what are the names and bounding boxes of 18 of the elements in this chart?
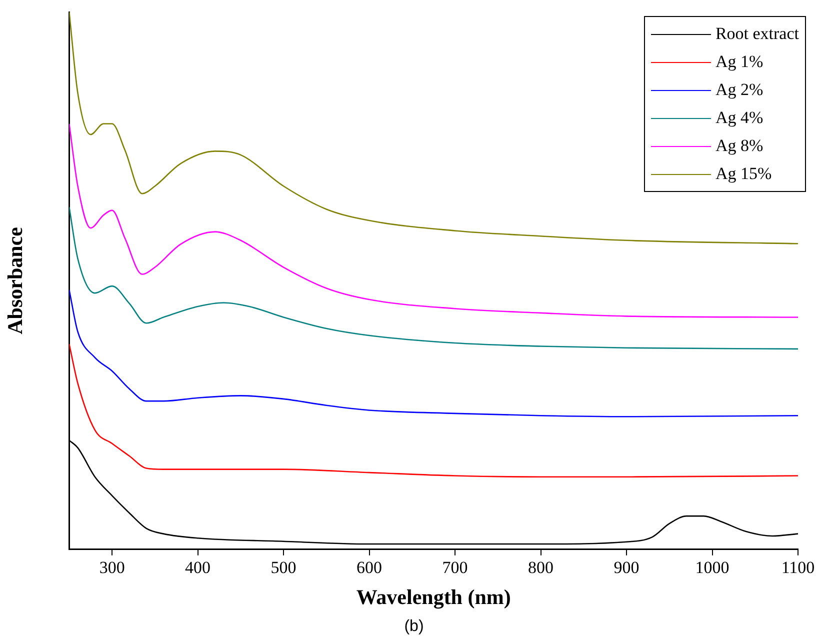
legend-label: Root extract — [715, 24, 799, 44]
x-tick-label: 800 — [528, 558, 554, 578]
y-axis-title: Absorbance — [3, 227, 28, 334]
x-tick-label: 600 — [356, 558, 382, 578]
legend-label: Ag 15% — [715, 164, 772, 184]
legend-label: Ag 2% — [715, 80, 764, 100]
x-tick-label: 700 — [442, 558, 468, 578]
legend-label: Ag 8% — [715, 136, 764, 156]
legend-label: Ag 1% — [715, 52, 764, 72]
x-tick-label: 1100 — [781, 558, 815, 578]
x-tick-label: 300 — [99, 558, 125, 578]
x-tick-label: 500 — [270, 558, 296, 578]
x-tick-label: 1000 — [695, 558, 730, 578]
legend-label: Ag 4% — [715, 108, 764, 128]
x-tick-label: 900 — [614, 558, 640, 578]
x-tick-label: 400 — [185, 558, 211, 578]
text: (b) — [403, 618, 425, 636]
x-axis-title: Wavelength (nm) — [356, 584, 511, 609]
